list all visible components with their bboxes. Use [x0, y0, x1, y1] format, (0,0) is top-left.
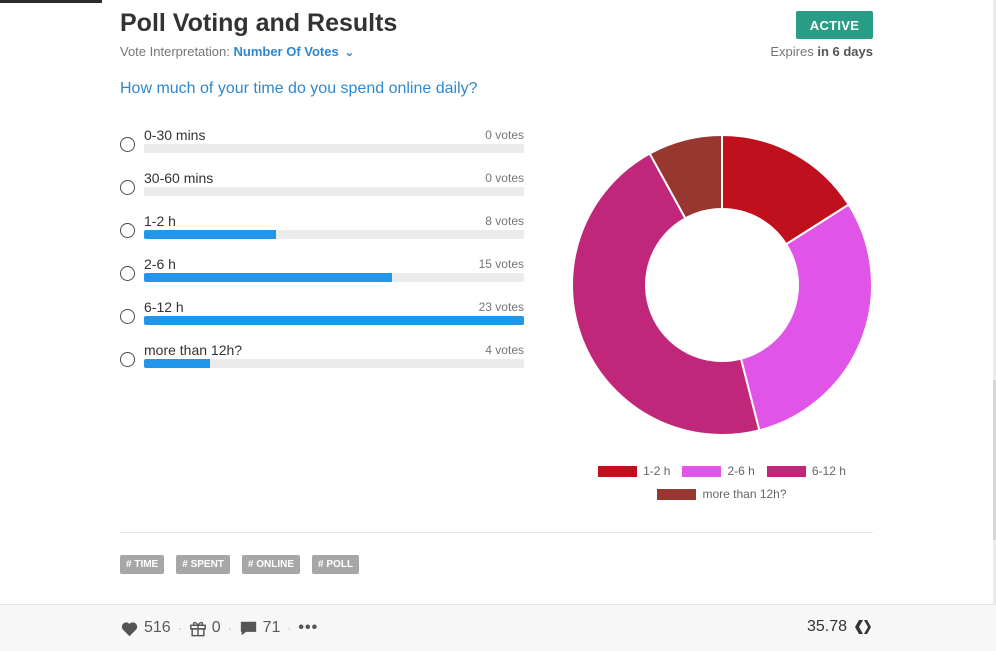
option-votes: 8 votes — [485, 214, 524, 228]
option-votes: 4 votes — [485, 343, 524, 357]
legend-item[interactable]: 6-12 h — [766, 464, 846, 478]
option-votes: 15 votes — [478, 257, 524, 271]
poll-option[interactable]: 1-2 h 8 votes — [120, 213, 524, 249]
poll-option[interactable]: 2-6 h 15 votes — [120, 256, 524, 292]
legend-swatch — [766, 465, 806, 477]
scrollbar-thumb[interactable] — [993, 380, 996, 540]
divider — [120, 532, 873, 533]
tag-chip[interactable]: # POLL — [312, 555, 360, 574]
vote-bar-track — [144, 230, 524, 239]
expires-prefix: Expires — [770, 44, 814, 59]
reblog-count: 0 — [211, 619, 221, 636]
radio-button[interactable] — [120, 352, 135, 367]
post-stats: 516 · 0 · 71 · ••• — [120, 619, 318, 637]
legend-item[interactable]: 1-2 h — [598, 464, 670, 478]
legend-swatch — [657, 488, 697, 500]
poll-option[interactable]: 0-30 mins 0 votes — [120, 127, 524, 163]
poll-option[interactable]: more than 12h? 4 votes — [120, 342, 524, 378]
radio-button[interactable] — [120, 309, 135, 324]
like-button[interactable]: 516 — [120, 619, 171, 637]
donut-slice[interactable] — [739, 203, 873, 432]
option-label: 1-2 h — [144, 213, 176, 229]
legend-label: more than 12h? — [702, 487, 787, 501]
hive-icon[interactable] — [854, 619, 874, 635]
vote-bar-fill — [144, 316, 524, 325]
option-label: 6-12 h — [144, 299, 184, 315]
legend-item[interactable]: more than 12h? — [657, 487, 787, 501]
vote-bar-track — [144, 316, 524, 325]
expiry-text: Expires in 6 days — [770, 44, 873, 59]
vote-bar-track — [144, 144, 524, 153]
page-title: Poll Voting and Results — [120, 9, 398, 37]
scrollbar[interactable] — [993, 0, 996, 650]
top-accent-strip — [0, 0, 102, 3]
tag-chip[interactable]: # ONLINE — [241, 555, 301, 574]
option-votes: 0 votes — [485, 128, 524, 142]
more-options-button[interactable]: ••• — [298, 619, 319, 636]
heart-icon[interactable] — [120, 620, 139, 637]
radio-button[interactable] — [120, 266, 135, 281]
reblog-button[interactable]: 0 — [189, 619, 221, 637]
tag-chip[interactable]: # TIME — [120, 555, 165, 574]
option-label: more than 12h? — [144, 342, 243, 358]
radio-button[interactable] — [120, 223, 135, 238]
option-votes: 23 votes — [478, 300, 524, 314]
legend-row: more than 12h? — [580, 487, 864, 501]
expires-value: in 6 days — [817, 44, 873, 59]
radio-button[interactable] — [120, 137, 135, 152]
separator: · — [287, 621, 292, 635]
vote-interpretation: Vote Interpretation: Number Of Votes ⌄ — [120, 44, 354, 59]
comment-button[interactable]: 71 — [239, 619, 281, 637]
vote-bar-track — [144, 273, 524, 282]
separator: · — [177, 621, 182, 635]
comment-icon[interactable] — [239, 620, 258, 637]
poll-option[interactable]: 30-60 mins 0 votes — [120, 170, 524, 206]
post-footer: 516 · 0 · 71 · ••• 35.78 — [0, 604, 996, 651]
payout[interactable]: 35.78 — [807, 618, 874, 636]
vote-bar-fill — [144, 359, 211, 368]
interpretation-dropdown[interactable]: Number Of Votes ⌄ — [233, 44, 353, 59]
donut-slice[interactable] — [571, 152, 761, 436]
interpretation-value[interactable]: Number Of Votes — [233, 44, 339, 59]
legend-label: 6-12 h — [811, 464, 846, 478]
interpretation-label: Vote Interpretation: — [120, 44, 230, 59]
vote-bar-fill — [144, 273, 392, 282]
donut-chart — [571, 133, 873, 436]
option-votes: 0 votes — [485, 171, 524, 185]
comment-count: 71 — [262, 619, 281, 636]
vote-bar-track — [144, 187, 524, 196]
option-label: 0-30 mins — [144, 127, 206, 143]
tag-chip[interactable]: # SPENT — [176, 555, 230, 574]
legend-label: 2-6 h — [727, 464, 755, 478]
poll-option[interactable]: 6-12 h 23 votes — [120, 299, 524, 335]
legend-row: 1-2 h 2-6 h 6-12 h — [580, 464, 864, 478]
legend-swatch — [598, 465, 638, 477]
status-badge: ACTIVE — [796, 11, 873, 39]
donut-slice[interactable] — [648, 133, 723, 220]
payout-value[interactable]: 35.78 — [806, 618, 847, 635]
like-count: 516 — [144, 619, 171, 636]
legend-label: 1-2 h — [643, 464, 671, 478]
gift-icon[interactable] — [189, 619, 207, 637]
chart-legend: 1-2 h 2-6 h 6-12 h more than 12h? — [580, 464, 864, 510]
chevron-down-icon[interactable]: ⌄ — [344, 47, 354, 59]
option-label: 30-60 mins — [144, 170, 214, 186]
separator: · — [227, 621, 232, 635]
radio-button[interactable] — [120, 180, 135, 195]
legend-swatch — [682, 465, 722, 477]
tag-list: # TIME # SPENT # ONLINE # POLL — [120, 555, 371, 574]
vote-bar-track — [144, 359, 524, 368]
legend-item[interactable]: 2-6 h — [682, 464, 755, 478]
option-label: 2-6 h — [144, 256, 176, 272]
poll-question: How much of your time do you spend onlin… — [120, 80, 478, 97]
vote-bar-fill — [144, 230, 277, 239]
